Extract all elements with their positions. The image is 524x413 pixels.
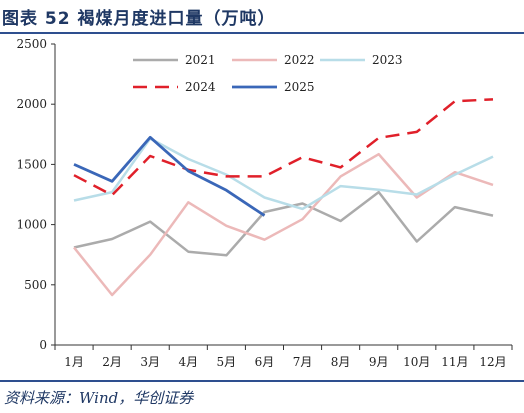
x-tick-label: 3月 <box>140 355 160 369</box>
series-line-2021 <box>73 190 494 257</box>
y-tick-label: 500 <box>24 278 47 292</box>
y-tick-label: 0 <box>39 338 47 352</box>
x-tick-label: 5月 <box>217 355 237 369</box>
series-line-2024 <box>73 98 494 197</box>
legend-label-2022: 2022 <box>284 53 315 67</box>
x-tick-label: 10月 <box>403 355 430 369</box>
x-tick-label: 1月 <box>64 355 84 369</box>
x-tick-label: 11月 <box>441 355 468 369</box>
legend-label-2025: 2025 <box>284 80 315 94</box>
x-tick-label: 4月 <box>178 355 198 369</box>
legend-label-2021: 2021 <box>185 53 216 67</box>
legend-label-2023: 2023 <box>372 53 403 67</box>
x-tick-label: 2月 <box>102 355 122 369</box>
x-tick-label: 12月 <box>479 355 506 369</box>
series-line-2025 <box>73 135 266 217</box>
title-divider <box>0 32 524 34</box>
lignite-import-chart: 0 500 1000 1500 2000 2500 1月 2月 3月 4月 5月 6月 7月 8月 9月 10… <box>16 37 513 369</box>
x-tick-label: 9月 <box>369 355 389 369</box>
y-tick-label: 1000 <box>16 218 47 232</box>
x-tick-label: 8月 <box>331 355 351 369</box>
source-note: 资料来源：Wind，华创证券 <box>4 389 194 407</box>
chart-title: 图表 52 褐煤月度进口量（万吨） <box>2 9 276 29</box>
legend-label-2024: 2024 <box>185 80 216 94</box>
x-tick-label: 7月 <box>293 355 313 369</box>
y-tick-label: 1500 <box>16 157 47 171</box>
source-divider <box>0 380 524 382</box>
y-tick-label: 2000 <box>16 97 47 111</box>
series-line-2023 <box>73 137 494 211</box>
y-tick-label: 2500 <box>16 37 47 51</box>
series-line-2022 <box>73 152 494 297</box>
x-tick-label: 6月 <box>255 355 275 369</box>
